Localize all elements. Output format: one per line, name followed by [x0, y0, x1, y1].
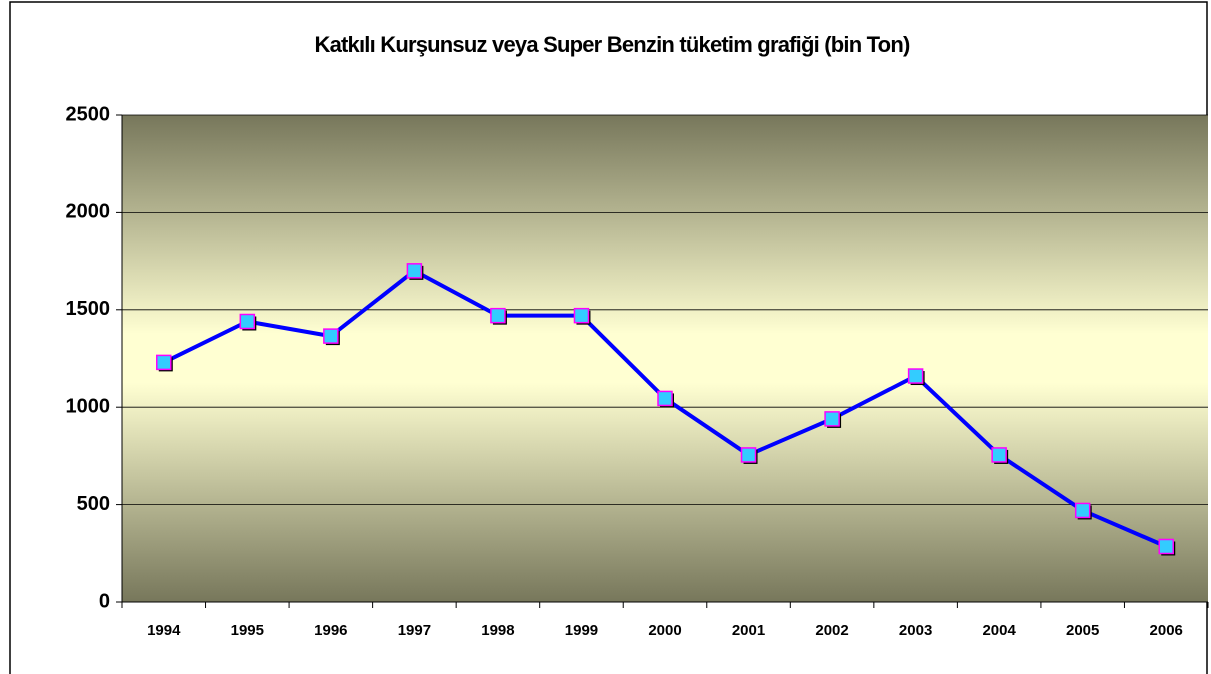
x-tick-label: 2004 — [982, 622, 1016, 639]
x-tick-label: 1994 — [147, 622, 181, 639]
x-tick-label: 2000 — [648, 622, 681, 639]
marker — [1074, 502, 1091, 519]
x-tick-label: 2001 — [732, 622, 765, 639]
x-tick-label: 1996 — [314, 622, 347, 639]
y-tick-label: 500 — [77, 493, 110, 515]
marker — [406, 263, 423, 279]
marker — [1158, 538, 1174, 555]
marker — [657, 390, 673, 407]
marker — [156, 354, 172, 371]
x-tick-label: 2003 — [899, 622, 932, 639]
x-tick-label: 2005 — [1066, 622, 1099, 639]
marker — [323, 328, 339, 344]
marker — [907, 368, 924, 384]
x-tick-label: 2006 — [1150, 622, 1183, 639]
y-tick-label: 1500 — [66, 298, 111, 320]
marker — [573, 307, 590, 324]
chart-title: Katkılı Kurşunsuz veya Super Benzin tüke… — [315, 32, 910, 57]
marker — [490, 307, 506, 324]
y-tick-label: 2000 — [66, 201, 111, 223]
x-tick-label: 1995 — [231, 622, 264, 639]
marker — [991, 447, 1007, 463]
marker — [824, 411, 840, 427]
x-tick-label: 1997 — [398, 622, 431, 639]
marker — [239, 313, 256, 330]
plot-area — [122, 115, 1208, 602]
x-tick-label: 2002 — [815, 622, 848, 639]
y-tick-label: 2500 — [66, 103, 111, 125]
y-tick-label: 0 — [99, 590, 110, 612]
x-tick-label: 1998 — [481, 622, 514, 639]
x-tick-label: 1999 — [565, 622, 598, 639]
y-tick-label: 1000 — [66, 395, 111, 417]
marker — [740, 447, 757, 463]
